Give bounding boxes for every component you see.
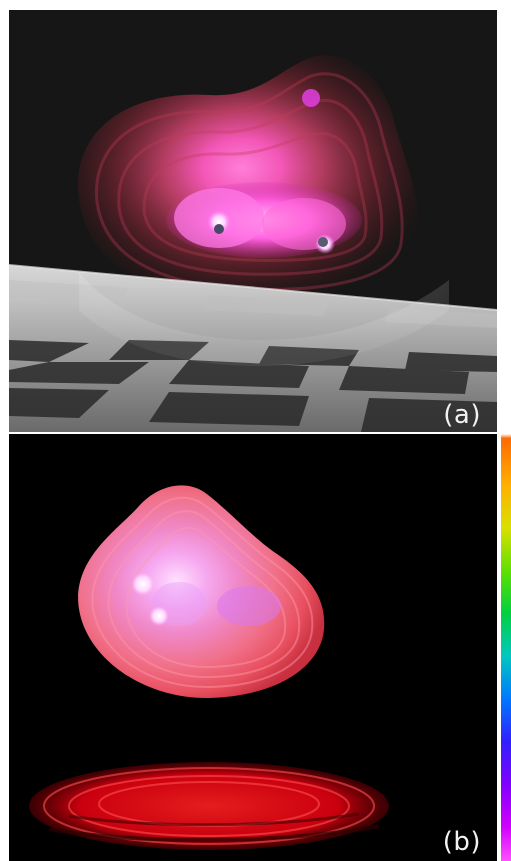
- colorbar-gradient: [501, 434, 511, 861]
- panel-b-render: [9, 434, 497, 861]
- panel-a-render: [9, 10, 497, 432]
- panel-label-b: (b): [442, 827, 481, 857]
- panel-label-a: (a): [443, 400, 481, 430]
- panel-b: (b): [9, 434, 497, 861]
- colorbar: [501, 434, 511, 861]
- panel-a: (a): [9, 10, 497, 432]
